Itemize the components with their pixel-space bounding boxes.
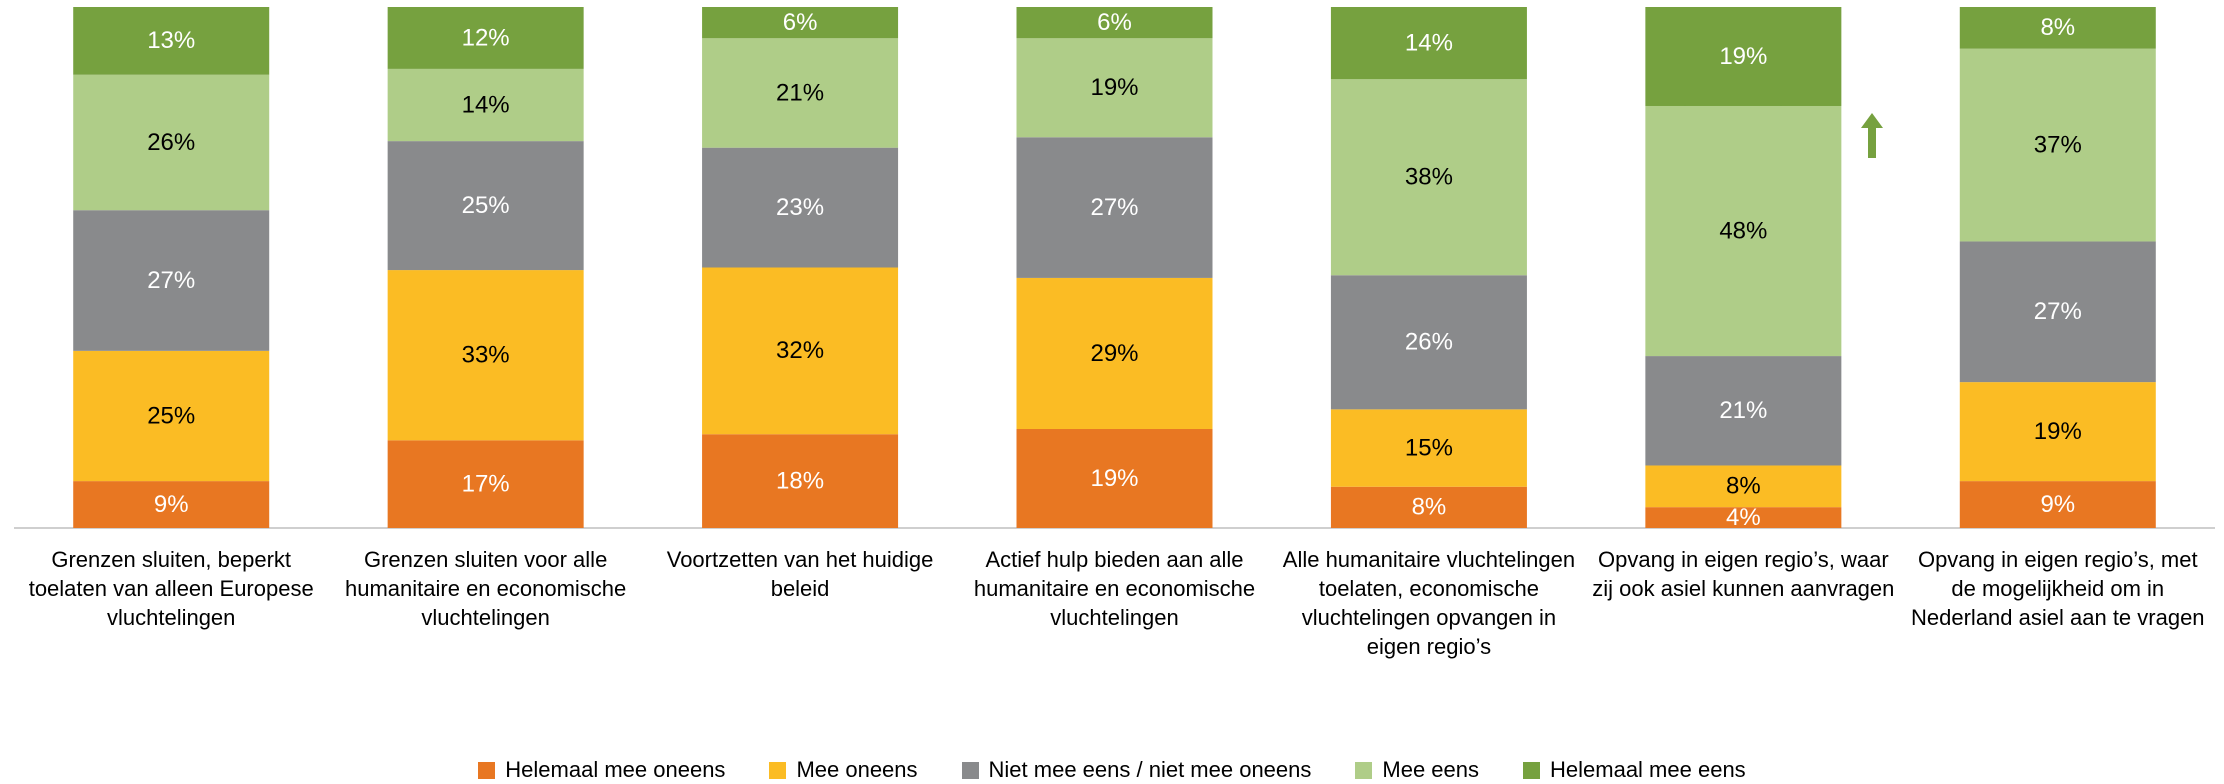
data-label: 27%	[2034, 298, 2082, 325]
data-label: 13%	[147, 27, 195, 54]
legend-label: Niet mee eens / niet mee oneens	[988, 757, 1312, 782]
legend: Helemaal mee oneens Mee oneens Niet mee ee…	[0, 756, 2224, 784]
bar-segment	[702, 38, 899, 148]
data-label: 27%	[1090, 194, 1138, 221]
bar-segment	[1330, 7, 1527, 80]
data-label: 14%	[462, 91, 510, 118]
data-label: 32%	[776, 337, 824, 364]
up-arrow	[1861, 113, 1883, 158]
data-label: 17%	[462, 470, 510, 497]
data-label: 29%	[1090, 340, 1138, 367]
data-label: 19%	[1719, 43, 1767, 70]
data-label: 14%	[1405, 29, 1453, 56]
data-label: 38%	[1405, 164, 1453, 191]
bar-segment	[702, 7, 899, 39]
bar-segment	[1330, 409, 1527, 487]
data-label: 12%	[462, 24, 510, 51]
bar-segment	[73, 350, 270, 482]
bar-segment	[1645, 465, 1842, 508]
x-tick-label: Grenzen sluiten voor alle humanitaire en…	[345, 547, 627, 630]
bar-segment	[1330, 275, 1527, 410]
bar-segment	[387, 270, 584, 441]
bar-segment	[1016, 38, 1213, 138]
legend-label: Mee oneens	[796, 757, 918, 782]
bar-segment	[702, 147, 899, 268]
bar-segment	[73, 7, 270, 75]
x-tick-label: Voortzetten van het huidige beleid	[666, 547, 934, 601]
x-tick-label: Actief hulp bieden aan alle humanitaire …	[973, 547, 1256, 630]
bar-segment	[73, 481, 270, 528]
data-label: 8%	[1726, 473, 1761, 500]
bar-segment	[1645, 105, 1842, 357]
bar-segment	[1016, 277, 1213, 430]
data-label: 8%	[2040, 14, 2075, 41]
bar-segment	[1959, 7, 2156, 49]
bar-segment	[387, 141, 584, 271]
legend-item: Mee oneens	[769, 756, 918, 784]
bar-segment	[1330, 79, 1527, 276]
bar-segment	[1959, 48, 2156, 242]
data-label: 4%	[1726, 504, 1761, 531]
data-label: 9%	[154, 491, 189, 518]
legend-item: Mee eens	[1355, 756, 1479, 784]
x-tick-label: Opvang in eigen regio’s, met de mogelijk…	[1911, 547, 2205, 630]
data-label: 19%	[1090, 74, 1138, 101]
data-label: 9%	[2040, 491, 2075, 518]
data-label: 27%	[147, 267, 195, 294]
bar-segment	[1016, 429, 1213, 528]
x-tick-label: Grenzen sluiten, beperkt toelaten van al…	[28, 547, 314, 630]
data-label: 33%	[462, 342, 510, 369]
bar-segment	[387, 7, 584, 69]
x-tick-label: Opvang in eigen regio’s, waar zij ook as…	[1592, 547, 1895, 601]
bar-segment	[1645, 356, 1842, 466]
legend-item: Helemaal mee eens	[1523, 756, 1746, 784]
bar-segment	[702, 434, 899, 528]
data-label: 18%	[776, 467, 824, 494]
data-label: 23%	[776, 194, 824, 221]
legend-swatch	[478, 761, 496, 779]
data-label: 25%	[147, 402, 195, 429]
bar-segment	[1645, 507, 1842, 528]
bar-segment	[387, 68, 584, 142]
data-label: 8%	[1412, 494, 1447, 521]
data-label: 48%	[1719, 217, 1767, 244]
data-label: 19%	[2034, 418, 2082, 445]
data-label: 21%	[776, 79, 824, 106]
data-label: 26%	[1405, 329, 1453, 356]
bar-segment	[1959, 481, 2156, 528]
bar-segment	[73, 74, 270, 211]
bar-segment	[1645, 7, 1842, 106]
x-tick-label: Alle humanitaire vluchtelingen toelaten,…	[1282, 547, 1576, 659]
legend-item: Helemaal mee oneens	[478, 756, 725, 784]
bar-segment	[1330, 486, 1527, 528]
bar-segment	[702, 267, 899, 435]
legend-swatch	[1523, 761, 1541, 779]
bar-segment	[1016, 137, 1213, 278]
legend-label: Helemaal mee oneens	[505, 757, 726, 782]
data-label: 37%	[2034, 131, 2082, 158]
data-label: 19%	[1090, 465, 1138, 492]
data-label: 6%	[783, 9, 818, 36]
data-label: 6%	[1097, 9, 1132, 36]
bar-segment	[1959, 241, 2156, 383]
data-label: 25%	[462, 192, 510, 219]
legend-swatch	[1355, 761, 1373, 779]
legend-swatch	[769, 761, 787, 779]
bar-segment	[1959, 382, 2156, 482]
bar-segment	[73, 210, 270, 351]
data-label: 15%	[1405, 434, 1453, 461]
bar-segment	[1016, 7, 1213, 39]
data-label: 21%	[1719, 397, 1767, 424]
legend-label: Mee eens	[1382, 757, 1480, 782]
data-label: 26%	[147, 129, 195, 156]
legend-item: Niet mee eens / niet mee oneens	[961, 756, 1312, 784]
legend-swatch	[961, 761, 979, 779]
legend-label: Helemaal mee eens	[1550, 757, 1746, 782]
bar-segment	[387, 440, 584, 528]
